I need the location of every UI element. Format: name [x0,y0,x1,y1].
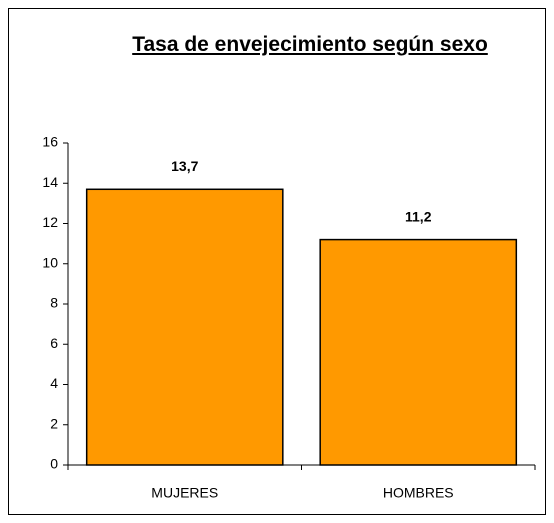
bar [319,238,518,466]
y-tick-label: 2 [50,415,58,431]
value-label: 11,2 [405,208,432,224]
value-label: 13,7 [171,158,198,174]
y-tick-label: 8 [50,295,58,311]
bar [85,188,284,466]
y-tick-label: 10 [42,254,58,270]
y-tick-label: 6 [50,335,58,351]
y-tick-label: 14 [42,174,58,190]
chart-title: Tasa de envejecimiento según sexo [132,33,488,56]
x-tick-label: HOMBRES [383,485,454,501]
y-tick-label: 16 [42,134,58,150]
y-tick-label: 4 [50,375,58,391]
y-tick-label: 12 [42,214,58,230]
x-tick-label: MUJERES [151,485,218,501]
y-tick-label: 0 [50,456,58,472]
